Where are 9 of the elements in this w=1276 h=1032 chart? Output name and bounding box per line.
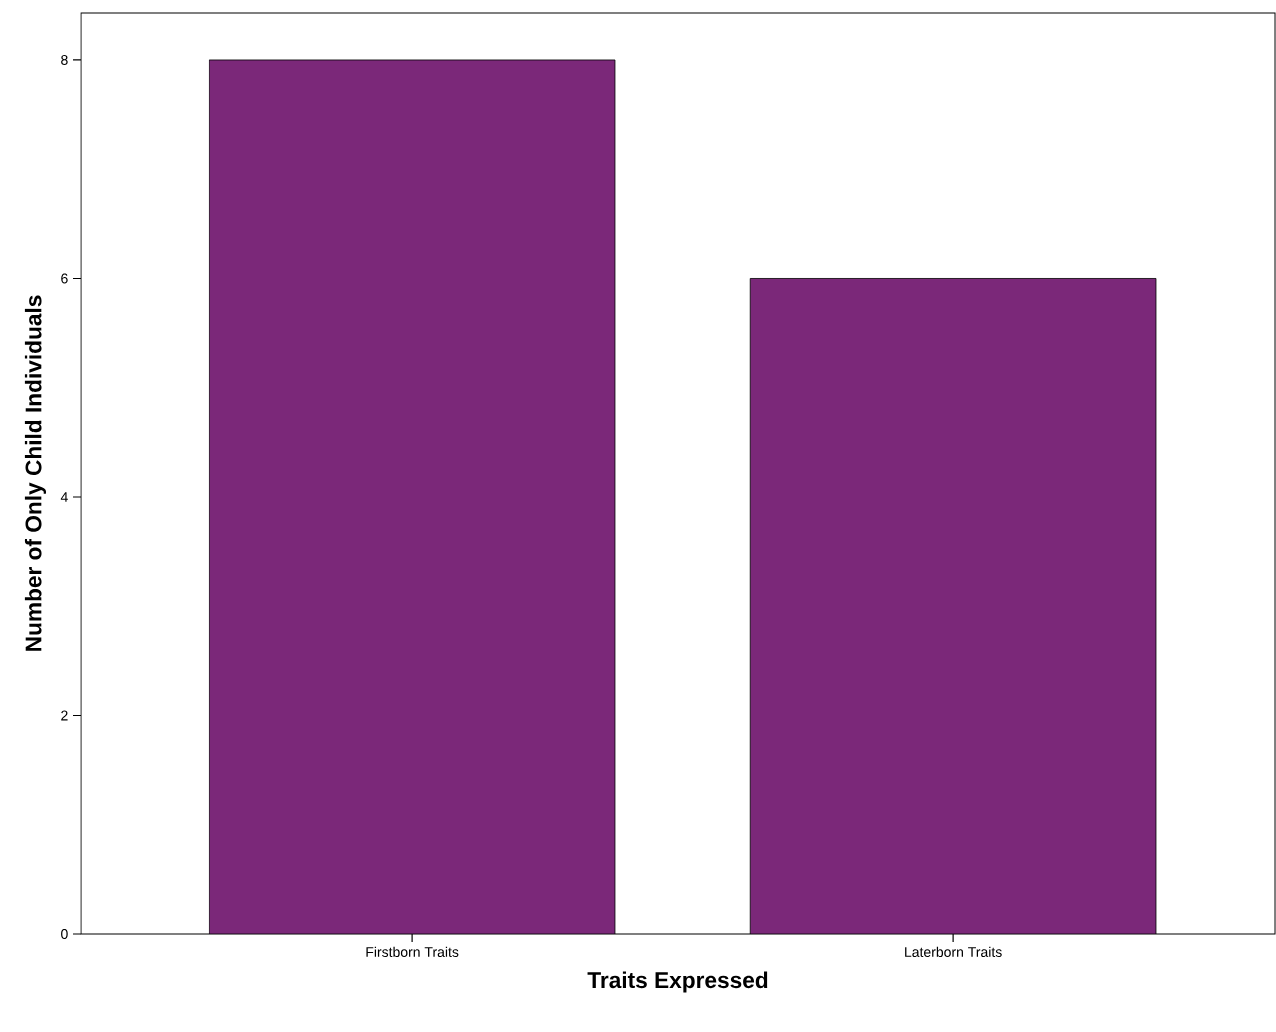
x-tick-label: Laterborn Traits — [905, 946, 1002, 957]
y-tick-label: 0 — [61, 929, 68, 939]
y-tick-label: 4 — [60, 492, 68, 502]
x-tick-label: Firstborn Traits — [366, 946, 459, 957]
y-tick-label: 6 — [61, 273, 68, 284]
x-axis-title: Traits Expressed — [587, 971, 768, 993]
y-axis-title: Number of Only Child Individuals — [24, 295, 47, 651]
y-tick-label: 8 — [61, 55, 68, 65]
y-tick-label: 2 — [61, 710, 68, 721]
